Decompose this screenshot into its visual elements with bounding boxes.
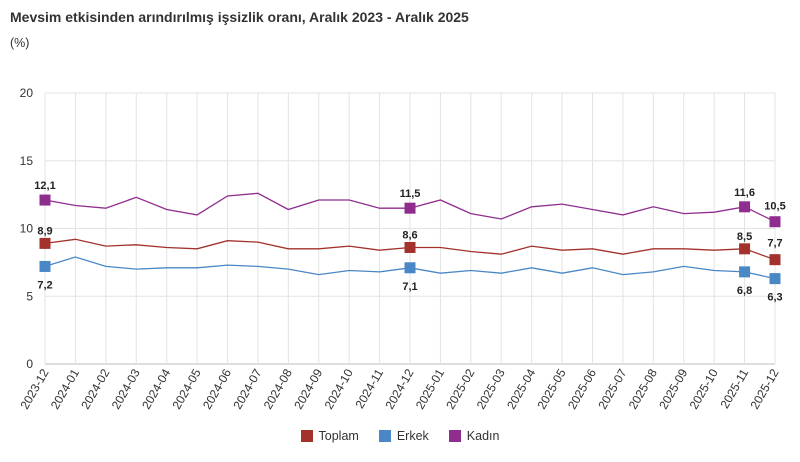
x-tick-label: 2025-03	[474, 366, 508, 411]
data-labels: 8,9 8,6 8,5 7,7 7,2 7,1 6,8 6,3 12,1 11,5 11,6 10,5	[34, 180, 785, 304]
data-marker	[769, 273, 781, 285]
x-tick-label: 2024-11	[352, 366, 386, 411]
y-tick-label: 0	[26, 357, 33, 371]
x-tick-label: 2025-04	[504, 366, 538, 411]
x-tick-label: 2023-12	[17, 366, 51, 411]
data-label: 12,1	[34, 180, 55, 192]
series-markers	[39, 194, 781, 285]
data-marker	[404, 262, 416, 274]
gridlines	[44, 92, 776, 365]
data-label: 6,8	[737, 285, 752, 297]
legend-label: Kadın	[466, 429, 500, 443]
x-tick-label: 2024-07	[230, 366, 264, 411]
x-tick-label: 2024-02	[78, 366, 112, 411]
data-marker	[39, 237, 51, 249]
y-tick-label: 20	[20, 86, 34, 100]
chart-title: Mevsim etkisinden arındırılmış işsizlik …	[10, 9, 469, 25]
x-tick-label: 2025-12	[747, 366, 781, 411]
legend-swatch	[378, 430, 391, 442]
data-marker	[39, 260, 51, 272]
legend-item[interactable]: Toplam	[300, 429, 359, 443]
legend-label: Toplam	[318, 429, 359, 443]
x-tick-label: 2025-08	[626, 366, 660, 411]
x-tick-label: 2025-06	[565, 366, 599, 411]
x-tick-label: 2024-03	[109, 366, 143, 411]
data-label: 8,6	[402, 229, 417, 241]
data-marker	[404, 241, 416, 253]
y-tick-label: 10	[20, 222, 34, 236]
x-tick-label: 2025-05	[535, 366, 569, 411]
y-tick-label: 5	[26, 289, 33, 303]
data-label: 7,7	[767, 238, 782, 250]
x-tick-label: 2024-09	[291, 366, 325, 411]
x-axis-ticks: 2023-122024-012024-022024-032024-042024-…	[17, 366, 781, 411]
x-tick-label: 2025-11	[717, 366, 751, 411]
x-tick-label: 2025-07	[595, 366, 629, 411]
x-tick-label: 2024-08	[261, 366, 295, 411]
y-axis-ticks: 0 5 10 15 20	[20, 86, 34, 371]
data-label: 11,6	[734, 187, 755, 199]
x-tick-label: 2025-10	[687, 366, 721, 411]
legend: Toplam Erkek Kadın	[0, 429, 800, 443]
x-tick-label: 2025-02	[443, 366, 477, 411]
data-label: 6,3	[767, 292, 782, 304]
x-tick-label: 2024-06	[200, 366, 234, 411]
data-label: 11,5	[400, 188, 421, 200]
legend-swatch	[448, 430, 461, 442]
data-marker	[739, 201, 751, 213]
x-tick-label: 2024-01	[48, 366, 82, 411]
data-marker	[39, 194, 51, 206]
data-marker	[404, 202, 416, 214]
x-tick-label: 2025-01	[413, 366, 447, 411]
legend-label: Erkek	[396, 429, 429, 443]
x-tick-label: 2024-10	[322, 366, 356, 411]
y-tick-label: 15	[20, 154, 34, 168]
data-label: 8,5	[737, 231, 752, 243]
legend-item[interactable]: Kadın	[448, 429, 500, 443]
legend-swatch	[300, 430, 313, 442]
y-axis-unit-label: (%)	[10, 36, 30, 50]
x-tick-label: 2024-04	[139, 366, 173, 411]
legend-item[interactable]: Erkek	[378, 429, 429, 443]
x-tick-label: 2025-09	[656, 366, 690, 411]
data-marker	[739, 243, 751, 255]
x-tick-label: 2024-12	[382, 366, 416, 411]
x-tick-label: 2024-05	[170, 366, 204, 411]
data-marker	[769, 216, 781, 228]
data-label: 8,9	[37, 225, 52, 237]
data-marker	[769, 254, 781, 266]
data-label: 7,1	[402, 281, 417, 293]
data-label: 7,2	[37, 279, 52, 291]
data-label: 10,5	[764, 201, 785, 213]
data-marker	[739, 266, 751, 278]
